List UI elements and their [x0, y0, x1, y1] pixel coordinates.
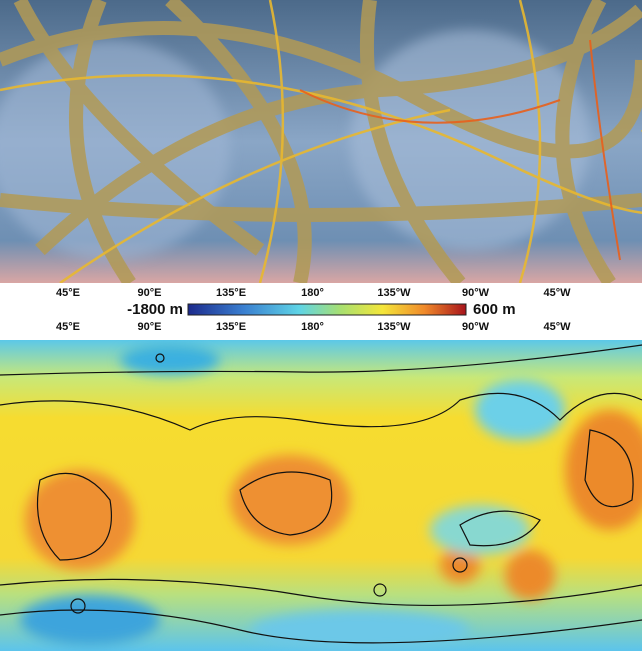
longitude-label: 135°E	[216, 321, 246, 333]
longitude-label: 135°W	[377, 287, 411, 299]
longitude-label: 90°W	[462, 321, 490, 333]
longitude-label: 45°E	[56, 287, 80, 299]
colorbar-min: -1800 m	[127, 301, 183, 318]
radar-mosaic	[0, 0, 642, 283]
colorbar-max: 600 m	[473, 301, 516, 318]
colorbar	[187, 303, 467, 316]
longitude-label: 45°W	[543, 321, 571, 333]
longitude-label: 135°W	[377, 321, 411, 333]
topography-map	[0, 340, 642, 651]
longitude-label: 180°	[301, 321, 324, 333]
longitude-label: 45°W	[543, 287, 571, 299]
longitude-label: 90°W	[462, 287, 490, 299]
longitude-label: 135°E	[216, 287, 246, 299]
longitude-label: 90°E	[138, 321, 162, 333]
longitude-label: 180°	[301, 287, 324, 299]
longitude-label: 45°E	[56, 321, 80, 333]
longitude-label: 90°E	[138, 287, 162, 299]
